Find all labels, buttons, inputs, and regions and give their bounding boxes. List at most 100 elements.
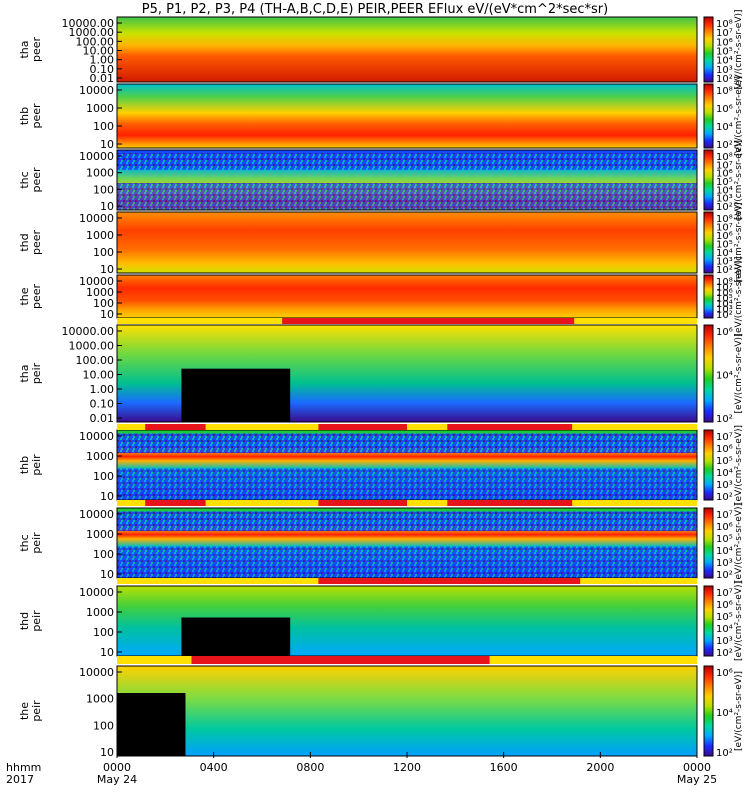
mode-bars xyxy=(117,318,697,664)
colorbar-tick-label: 10⁴ xyxy=(716,468,733,479)
y-tick-label: 10 xyxy=(100,200,114,213)
mode-bar-segment xyxy=(318,578,581,584)
y-tick-label: 100 xyxy=(93,297,114,310)
colorbar-tick-label: 10⁶ xyxy=(716,600,733,611)
panel-frame xyxy=(116,83,698,149)
colorbar-tick-label: 10² xyxy=(716,265,733,276)
y-tick-label: 10 xyxy=(100,746,114,759)
colorbar-tick-label: 10² xyxy=(716,140,733,151)
colorbar-tick-label: 10³ xyxy=(716,480,733,491)
colorbar-tick-label: 10⁷ xyxy=(716,28,733,39)
colorbar-tick-label: 10⁸ xyxy=(716,19,733,30)
y-tick-label: 10 xyxy=(100,263,114,276)
y-tick-label: 10000 xyxy=(79,275,114,288)
y-axis-label: peir xyxy=(30,532,43,554)
colorbar-label: [eV/(cm²-s-sr-eV)] xyxy=(734,76,744,156)
mode-bar xyxy=(117,318,697,324)
colorbar-tick-label: 10⁸ xyxy=(716,277,733,288)
y-tick-label: 10.00 xyxy=(83,45,115,58)
y-tick-label: 10000 xyxy=(79,84,114,97)
data-gap xyxy=(181,617,291,656)
x-date-label: May 25 xyxy=(677,773,717,786)
y-tick-label: 100.00 xyxy=(76,354,115,367)
colorbar-tick-label: 10⁴ xyxy=(716,185,733,196)
panel-thc-peir: 10000 1000 100 10 thc peir 10⁷10⁶10⁵10⁴10³10²[… xyxy=(18,503,744,583)
colorbar-tick-label: 10² xyxy=(716,570,733,581)
colorbar-label: [eV/(cm²-s-sr-eV)] xyxy=(734,503,744,583)
y-axis-label: tha xyxy=(18,40,31,58)
data-gap xyxy=(181,368,291,422)
noise-band xyxy=(117,468,697,500)
y-tick-label: 1000 xyxy=(86,102,114,115)
mode-bar xyxy=(117,578,697,584)
mode-bar-segment xyxy=(447,424,573,430)
x-tick-label: 2000 xyxy=(586,761,614,774)
y-axis-label: thc xyxy=(18,171,31,188)
panel-the-peir: 10000 1000 100 10 the peir 10⁶ 10⁴ 10²[eV/(cm²-s… xyxy=(18,665,744,759)
y-tick-label: 100 xyxy=(93,183,114,196)
colorbar-tick-label: 10⁵ xyxy=(716,612,733,623)
colorbar-tick-label: 10⁷ xyxy=(716,160,733,171)
colorbar-label: [eV/(cm²-s-sr-eV)] xyxy=(734,425,744,505)
colorbar-tick-label: 10⁶ xyxy=(716,231,733,242)
noise-band xyxy=(117,546,697,578)
heatmap-tha-peer xyxy=(117,17,697,82)
panels: 10000.001000.00100.0010.001.000.100.01th… xyxy=(18,9,744,759)
colorbar-tick-label: 10³ xyxy=(716,65,733,76)
y-tick-label: 10 xyxy=(100,138,114,151)
y-tick-label: 1.00 xyxy=(90,383,115,396)
colorbar-tick-label: 10⁷ xyxy=(716,588,733,599)
y-tick-label: 10000.00 xyxy=(62,325,115,338)
heatmap-the-peer xyxy=(117,275,697,318)
colorbar-tick-label: 10⁴ xyxy=(716,122,733,133)
y-tick-label: 100 xyxy=(93,246,114,259)
x-axis-label: 2017 xyxy=(6,773,34,786)
panel-frame xyxy=(116,16,698,83)
panel-frame xyxy=(116,149,698,211)
colorbar-label: [eV/(cm²-s-sr-eV)] xyxy=(734,671,744,751)
y-axis-label: peir xyxy=(30,362,43,384)
panel-frame xyxy=(116,324,698,423)
mode-bar xyxy=(117,424,697,430)
panel-thb-peer: 10000 1000 100 10 thb peer 10⁸ 10⁶ 10⁴ 10² [eV/(cm… xyxy=(18,76,744,156)
y-tick-label: 10000 xyxy=(79,586,114,599)
y-axis-label: peir xyxy=(30,700,43,722)
colorbar-tick-label: 10⁴ xyxy=(716,371,733,382)
y-tick-label: 10 xyxy=(100,646,114,659)
colorbar-tick-label: 10² xyxy=(716,414,733,425)
x-tick-label: 1600 xyxy=(490,761,518,774)
colorbar-tick-label: 10⁴ xyxy=(716,546,733,557)
mode-bar-segment xyxy=(282,318,575,324)
colorbar xyxy=(703,585,714,657)
colorbar-tick-label: 10⁵ xyxy=(716,47,733,58)
y-tick-label: 1000 xyxy=(86,693,114,706)
colorbar-tick-label: 10⁶ xyxy=(716,288,733,299)
y-tick-label: 1.00 xyxy=(90,54,115,67)
y-axis-label: thb xyxy=(18,107,31,125)
colorbar-tick-label: 10⁵ xyxy=(716,534,733,545)
colorbar-tick-label: 10⁶ xyxy=(716,327,733,338)
y-tick-label: 1000 xyxy=(86,450,114,463)
x-tick-label: 0400 xyxy=(200,761,228,774)
colorbar-tick-label: 10⁷ xyxy=(716,223,733,234)
y-axis-label: peer xyxy=(30,230,43,256)
y-axis-label: the xyxy=(18,702,31,720)
colorbar-tick-label: 10⁴ xyxy=(716,248,733,259)
colorbar-label: [eV/(cm²-s-sr-eV)] xyxy=(734,581,744,661)
y-tick-label: 10 xyxy=(100,568,114,581)
colorbar-label: [eV/(cm²-s-sr-eV)] xyxy=(734,256,744,336)
colorbar-tick-label: 10⁷ xyxy=(716,432,733,443)
y-tick-label: 100 xyxy=(93,626,114,639)
x-tick-label: 0800 xyxy=(296,761,324,774)
y-axis-label: thd xyxy=(18,233,31,251)
y-tick-label: 100 xyxy=(93,470,114,483)
colorbar xyxy=(703,149,714,211)
colorbar xyxy=(703,507,714,579)
y-tick-label: 100 xyxy=(93,120,114,133)
y-tick-label: 100.00 xyxy=(76,35,115,48)
colorbar-tick-label: 10⁷ xyxy=(716,510,733,521)
colorbar-tick-label: 10⁴ xyxy=(716,708,733,719)
data-gap xyxy=(117,693,186,756)
y-axis-label: peir xyxy=(30,454,43,476)
